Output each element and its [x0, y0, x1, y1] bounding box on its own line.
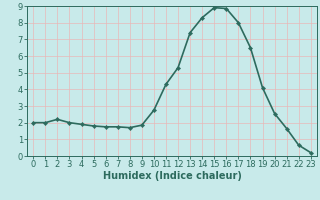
X-axis label: Humidex (Indice chaleur): Humidex (Indice chaleur)	[103, 171, 241, 181]
